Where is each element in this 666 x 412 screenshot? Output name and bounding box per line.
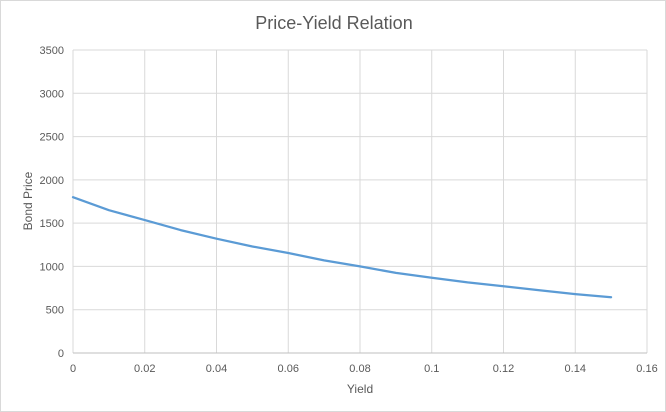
x-tick-label: 0.12 <box>493 363 514 375</box>
y-tick-label: 2500 <box>40 132 64 144</box>
series-layer <box>71 196 613 299</box>
y-tick-label: 0 <box>58 348 64 360</box>
x-tick-label: 0.02 <box>134 363 155 375</box>
x-tick-label: 0 <box>70 363 76 375</box>
x-axis-label: Yield <box>347 382 373 396</box>
y-tick-label: 3000 <box>40 88 64 100</box>
tick-labels: 0 500 1000 1500 2000 2500 3000 3500 0 0.02 0.04 0.0… <box>40 45 658 375</box>
price-yield-line <box>71 196 613 299</box>
x-tick-label: 0.1 <box>424 363 439 375</box>
gridlines <box>72 49 648 353</box>
x-tick-label: 0.06 <box>278 363 299 375</box>
x-tick-label: 0.16 <box>636 363 657 375</box>
y-tick-label: 1000 <box>40 261 64 273</box>
x-tick-label: 0.14 <box>565 363 586 375</box>
chart-title: Price-Yield Relation <box>255 13 412 33</box>
x-tick-label: 0.08 <box>349 363 370 375</box>
y-tick-label: 1500 <box>40 218 64 230</box>
x-tick-label: 0.04 <box>206 363 227 375</box>
y-tick-label: 500 <box>46 305 64 317</box>
y-axis-label: Bond Price <box>21 171 35 230</box>
y-tick-label: 3500 <box>40 45 64 57</box>
y-tick-label: 2000 <box>40 175 64 187</box>
